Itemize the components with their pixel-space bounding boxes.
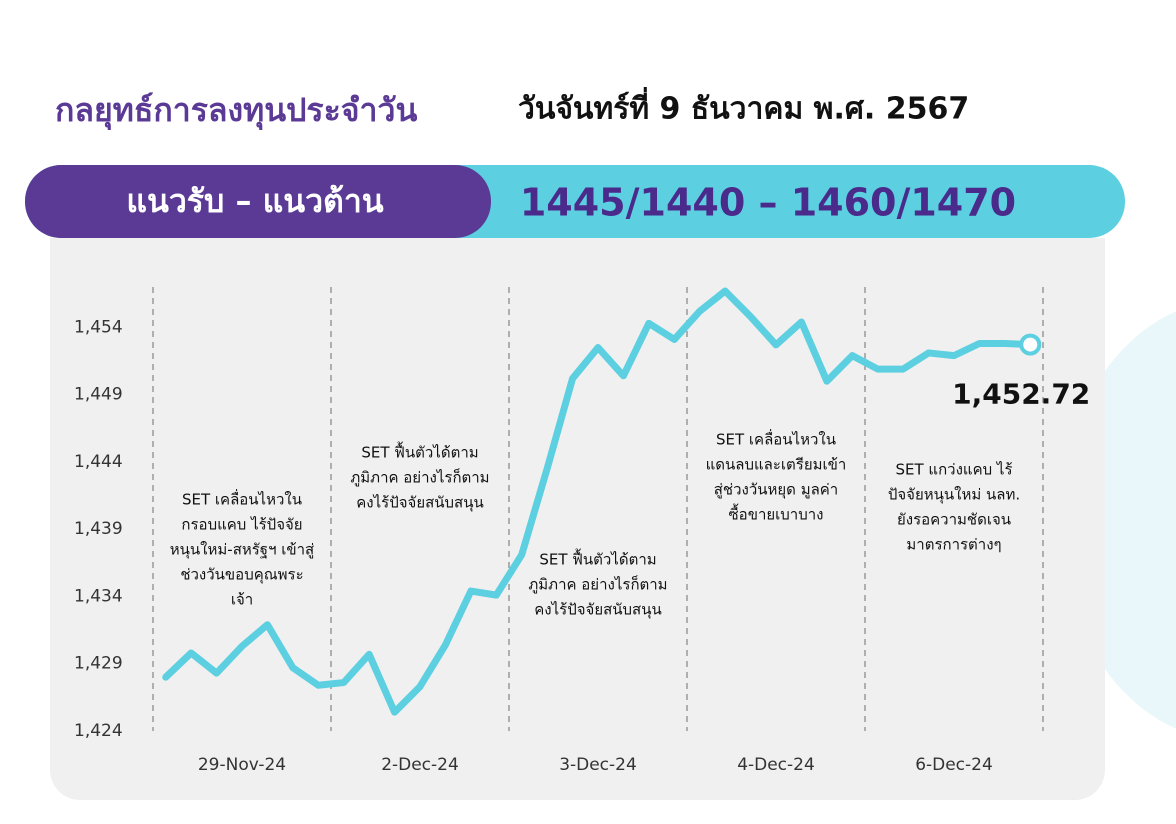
annotation: มาตรการต่างๆ xyxy=(906,536,1001,554)
x-tick-label: 3-Dec-24 xyxy=(559,755,637,775)
annotation: SET เคลื่อนไหวใน xyxy=(182,489,302,509)
levels-value: 1445/1440 – 1460/1470 xyxy=(520,181,1016,225)
y-tick-label: 1,434 xyxy=(74,586,123,606)
levels-label: แนวรับ – แนวต้าน xyxy=(126,182,383,220)
annotation: คงไร้ปัจจัยสนับสนุน xyxy=(534,601,661,620)
chart: 1,424 1,429 1,434 1,439 1,444 1,449 1,454 29-No… xyxy=(74,287,1090,775)
y-tick-label: 1,439 xyxy=(74,519,123,539)
annotation: ช่วงวันขอบคุณพระ xyxy=(180,566,303,585)
y-tick-label: 1,429 xyxy=(74,654,123,674)
x-tick-label: 29-Nov-24 xyxy=(198,755,286,775)
end-point xyxy=(1019,333,1042,356)
annotation: ภูมิภาค อย่างไรก็ตาม xyxy=(350,468,489,487)
x-tick-label: 6-Dec-24 xyxy=(915,755,993,775)
annotation: คงไร้ปัจจัยสนับสนุน xyxy=(356,494,483,513)
annotation: ยังรอความชัดเจน xyxy=(897,511,1011,529)
y-tick-label: 1,449 xyxy=(74,385,123,405)
chart-panel xyxy=(50,238,1105,800)
y-tick-label: 1,454 xyxy=(74,317,123,337)
annotation: ซื้อขายเบาบาง xyxy=(729,504,824,524)
y-tick-label: 1,424 xyxy=(74,721,123,741)
page-title: กลยุทธ์การลงทุนประจำวัน xyxy=(55,91,417,131)
annotation: กรอบแคบ ไร้ปัจจัย xyxy=(181,516,302,534)
annotation: SET ฟื้นตัวได้ตาม xyxy=(361,442,478,462)
annotation: หนุนใหม่-สหรัฐฯ เข้าสู่ xyxy=(170,541,314,560)
levels-label-bar xyxy=(25,165,491,238)
annotation: ภูมิภาค อย่างไรก็ตาม xyxy=(528,575,667,594)
annotation: แดนลบและเตรียมเข้า xyxy=(706,456,847,474)
page-date: วันจันทร์ที่ 9 ธันวาคม พ.ศ. 2567 xyxy=(518,87,969,127)
annotation: ปัจจัยหนุนใหม่ นลท. xyxy=(888,486,1020,505)
annotation: สู่ช่วงวันหยุด มูลค่า xyxy=(714,481,838,500)
annotation: SET แกว่งแคบ ไร้ xyxy=(895,461,1012,479)
value-label: 1,452.72 xyxy=(952,378,1090,411)
line xyxy=(162,287,1034,716)
annotation: SET ฟื้นตัวได้ตาม xyxy=(539,549,656,569)
y-tick-label: 1,444 xyxy=(74,452,123,472)
x-tick-label: 2-Dec-24 xyxy=(381,755,459,775)
x-tick-label: 4-Dec-24 xyxy=(737,755,815,775)
annotation: เจ้า xyxy=(231,591,253,609)
annotation: SET เคลื่อนไหวใน xyxy=(716,429,836,449)
